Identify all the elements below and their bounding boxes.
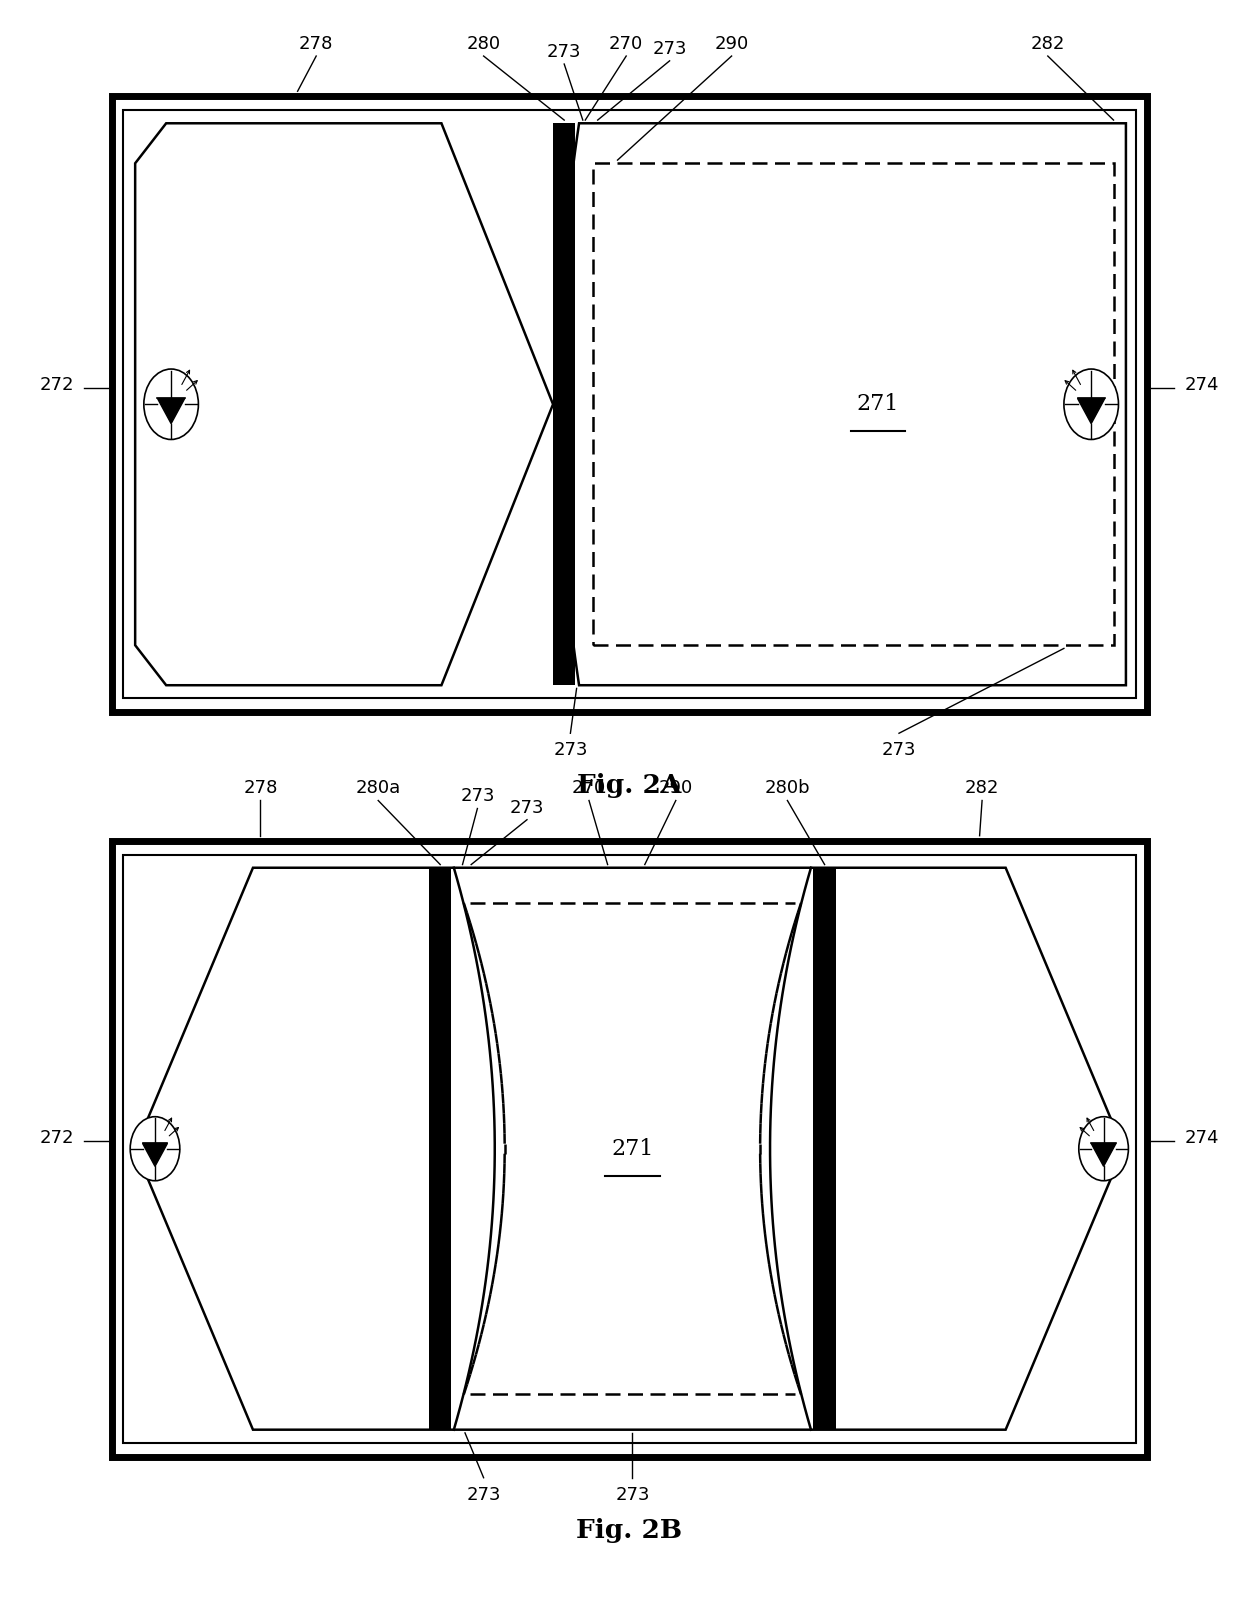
Text: 280: 280 [466,35,501,53]
Text: 278: 278 [299,35,334,53]
Text: 274: 274 [1184,376,1219,394]
Polygon shape [1078,399,1105,424]
Text: 273: 273 [466,1486,501,1503]
Text: 273: 273 [615,1486,650,1503]
Text: 278: 278 [243,780,278,797]
Circle shape [130,1117,180,1182]
Text: 290: 290 [658,780,693,797]
Bar [593,163,1114,645]
Text: Fig. 2A: Fig. 2A [577,773,682,799]
Polygon shape [157,399,185,424]
Bar [123,110,1136,698]
Bar [813,868,836,1430]
Text: 273: 273 [460,788,495,805]
Text: Fig. 2B: Fig. 2B [577,1518,682,1543]
Circle shape [1064,368,1118,439]
Bar [429,868,451,1430]
Text: 270: 270 [572,780,606,797]
Text: 273: 273 [553,741,588,759]
Text: 273: 273 [652,40,687,58]
Bar [112,96,1147,712]
Bar [123,855,1136,1443]
Text: 273: 273 [882,741,916,759]
Polygon shape [1091,1143,1116,1166]
Text: 271: 271 [611,1138,653,1159]
Text: 290: 290 [714,35,749,53]
Text: 271: 271 [857,394,899,415]
Bar [553,123,575,685]
Text: 272: 272 [40,376,74,394]
Text: 280b: 280b [765,780,810,797]
Text: 282: 282 [1030,35,1065,53]
Bar [112,841,1147,1457]
Text: 272: 272 [40,1129,74,1146]
Text: 280a: 280a [356,780,401,797]
Circle shape [1079,1117,1128,1182]
Text: 274: 274 [1184,1129,1219,1146]
Text: 282: 282 [965,780,999,797]
Text: 270: 270 [609,35,644,53]
Polygon shape [143,1143,167,1166]
Text: 273: 273 [547,43,582,61]
Text: 273: 273 [510,799,544,817]
Circle shape [144,368,198,439]
